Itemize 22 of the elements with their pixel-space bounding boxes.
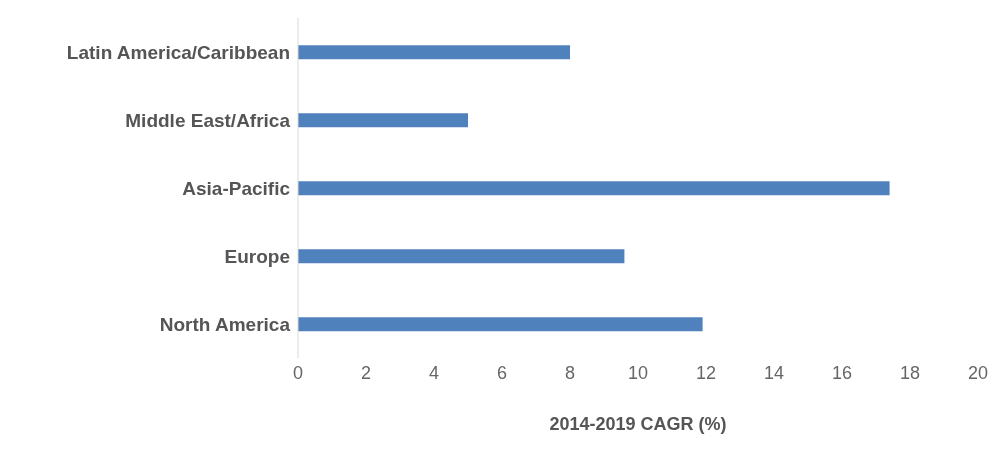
y-tick-label: Europe: [224, 245, 290, 267]
x-tick-label: 14: [763, 362, 785, 383]
x-tick-label: 4: [428, 362, 440, 383]
x-tick-label: 20: [967, 362, 989, 383]
x-tick-label: 6: [496, 362, 508, 383]
x-tick-label: 10: [627, 362, 649, 383]
y-tick-label: Asia-Pacific: [182, 177, 291, 199]
bar: [298, 317, 703, 332]
x-tick-label: 2: [360, 362, 372, 383]
bar: [298, 45, 570, 60]
x-tick-label: 16: [831, 362, 853, 383]
bar: [298, 181, 890, 196]
x-tick-label: 0: [292, 362, 304, 383]
x-tick-label: 8: [564, 362, 576, 383]
bar: [298, 113, 468, 128]
x-tick-label: 12: [695, 362, 717, 383]
y-tick-label: Latin America/Caribbean: [66, 41, 290, 63]
x-tick-label: 18: [899, 362, 921, 383]
y-tick-label: North America: [159, 313, 291, 335]
x-axis-title: 2014-2019 CAGR (%): [549, 414, 727, 434]
y-tick-label: Middle East/Africa: [125, 109, 291, 131]
bar: [298, 249, 625, 264]
